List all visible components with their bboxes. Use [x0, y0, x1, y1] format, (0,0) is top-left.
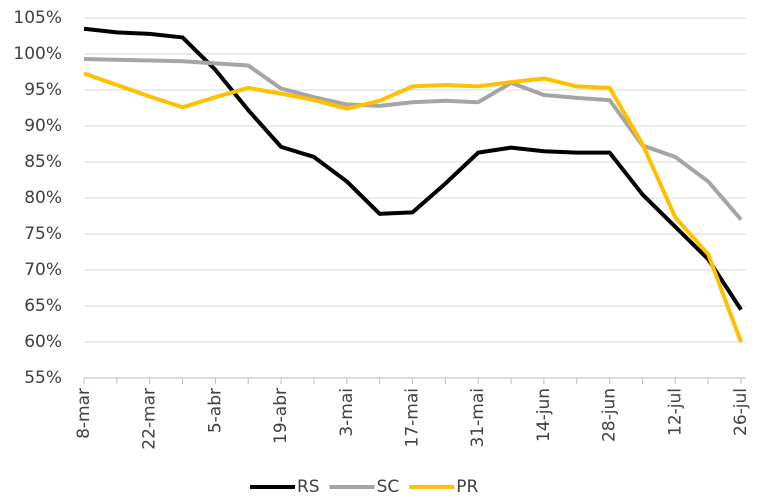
y-tick-label: 80% [24, 188, 62, 208]
y-tick-label: 100% [13, 44, 62, 64]
x-tick-label: 14-jun [534, 388, 554, 442]
y-tick-label: 95% [24, 80, 62, 100]
x-tick-label: 17-mai [403, 388, 423, 447]
legend-label: RS [297, 477, 320, 497]
legend-label: SC [377, 477, 400, 497]
y-tick-label: 85% [24, 152, 62, 172]
y-tick-label: 90% [24, 116, 62, 136]
y-tick-label: 60% [24, 332, 62, 352]
x-tick-label: 26-jul [731, 388, 751, 436]
x-tick-label: 19-abr [271, 388, 291, 444]
x-tick-label: 5-abr [205, 388, 225, 433]
x-tick-label: 12-jul [665, 388, 685, 436]
x-tick-label: 31-mai [468, 388, 488, 447]
y-tick-label: 65% [24, 296, 62, 316]
y-tick-label: 70% [24, 260, 62, 280]
y-tick-label: 55% [24, 368, 62, 388]
x-tick-label: 22-mar [140, 388, 160, 450]
legend-label: PR [456, 477, 478, 497]
series-line [83, 26, 743, 311]
y-tick-label: 75% [24, 224, 62, 244]
series-line [83, 71, 743, 343]
x-tick-label: 8-mar [74, 388, 94, 439]
x-tick-label: 28-jun [600, 388, 620, 442]
series-line [83, 57, 743, 221]
y-tick-label: 105% [13, 8, 62, 28]
x-tick-label: 3-mai [337, 388, 357, 437]
